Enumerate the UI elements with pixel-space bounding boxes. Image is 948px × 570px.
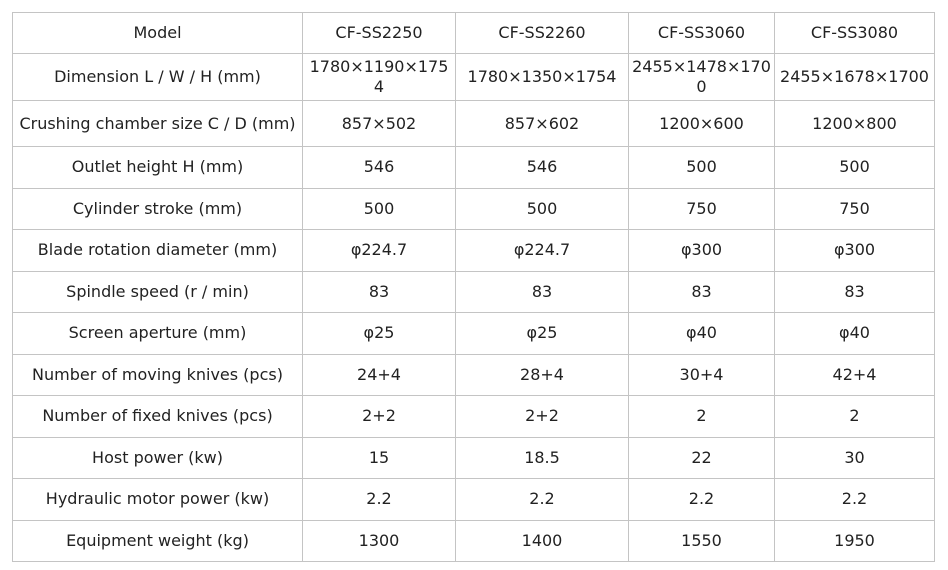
row-label: Number of moving knives (pcs) bbox=[12, 353, 303, 396]
cell: 2+2 bbox=[302, 395, 456, 438]
cell: φ40 bbox=[628, 312, 775, 355]
row-label: Outlet height H (mm) bbox=[12, 146, 303, 189]
cell: 1300 bbox=[302, 519, 456, 562]
cell: φ40 bbox=[774, 312, 935, 355]
row-label: Dimension L / W / H (mm) bbox=[12, 53, 303, 101]
cell: 857×602 bbox=[455, 100, 629, 147]
row-label: Cylinder stroke (mm) bbox=[12, 187, 303, 230]
cell: 546 bbox=[455, 146, 629, 189]
cell: 750 bbox=[774, 187, 935, 230]
table-row: Model CF-SS2250 CF-SS2260 CF-SS3060 CF-SS308… bbox=[12, 12, 935, 54]
cell: 500 bbox=[302, 187, 456, 230]
cell: 83 bbox=[302, 270, 456, 313]
cell: 1780×1350×1754 bbox=[455, 53, 629, 101]
cell: 750 bbox=[628, 187, 775, 230]
table-row: Cylinder stroke (mm) 500 500 750 750 bbox=[12, 187, 935, 230]
cell: 1780×1190×1754 bbox=[302, 53, 456, 101]
cell: 83 bbox=[628, 270, 775, 313]
spec-table: Model CF-SS2250 CF-SS2260 CF-SS3060 CF-SS308… bbox=[12, 12, 935, 562]
cell: 15 bbox=[302, 436, 456, 479]
cell: φ224.7 bbox=[455, 229, 629, 272]
cell: 28+4 bbox=[455, 353, 629, 396]
cell: 1200×600 bbox=[628, 100, 775, 147]
cell: 30+4 bbox=[628, 353, 775, 396]
table-row: Crushing chamber size C / D (mm) 857×502 8… bbox=[12, 100, 935, 147]
table-row: Screen aperture (mm) φ25 φ25 φ40 φ40 bbox=[12, 312, 935, 355]
table-row: Outlet height H (mm) 546 546 500 500 bbox=[12, 146, 935, 189]
cell: 2.2 bbox=[774, 478, 935, 521]
cell: φ300 bbox=[628, 229, 775, 272]
cell: 2+2 bbox=[455, 395, 629, 438]
row-label: Spindle speed (r / min) bbox=[12, 270, 303, 313]
cell: 2 bbox=[774, 395, 935, 438]
cell: 2455×1678×1700 bbox=[774, 53, 935, 101]
row-label: Number of fixed knives (pcs) bbox=[12, 395, 303, 438]
cell: 2.2 bbox=[628, 478, 775, 521]
cell: 2455×1478×1700 bbox=[628, 53, 775, 101]
table-row: Equipment weight (kg) 1300 1400 1550 1950 bbox=[12, 519, 935, 562]
cell: φ300 bbox=[774, 229, 935, 272]
row-label: Blade rotation diameter (mm) bbox=[12, 229, 303, 272]
cell: 2 bbox=[628, 395, 775, 438]
cell: 1200×800 bbox=[774, 100, 935, 147]
cell: 42+4 bbox=[774, 353, 935, 396]
cell: 83 bbox=[455, 270, 629, 313]
cell: CF-SS3060 bbox=[628, 12, 775, 54]
cell: 18.5 bbox=[455, 436, 629, 479]
cell: φ25 bbox=[455, 312, 629, 355]
cell: 83 bbox=[774, 270, 935, 313]
row-label: Model bbox=[12, 12, 303, 54]
cell: 857×502 bbox=[302, 100, 456, 147]
cell: CF-SS2250 bbox=[302, 12, 456, 54]
cell: 1550 bbox=[628, 519, 775, 562]
cell: CF-SS3080 bbox=[774, 12, 935, 54]
cell: 1400 bbox=[455, 519, 629, 562]
cell: 546 bbox=[302, 146, 456, 189]
table-row: Dimension L / W / H (mm) 1780×1190×1754 17… bbox=[12, 53, 935, 101]
table-row: Spindle speed (r / min) 83 83 83 83 bbox=[12, 270, 935, 313]
table-row: Blade rotation diameter (mm) φ224.7 φ224.7… bbox=[12, 229, 935, 272]
cell: φ25 bbox=[302, 312, 456, 355]
table-row: Number of moving knives (pcs) 24+4 28+4 30+… bbox=[12, 353, 935, 396]
cell: CF-SS2260 bbox=[455, 12, 629, 54]
cell: 500 bbox=[774, 146, 935, 189]
row-label: Equipment weight (kg) bbox=[12, 519, 303, 562]
cell: 24+4 bbox=[302, 353, 456, 396]
table-row: Number of fixed knives (pcs) 2+2 2+2 2 2 bbox=[12, 395, 935, 438]
row-label: Hydraulic motor power (kw) bbox=[12, 478, 303, 521]
table-row: Host power (kw) 15 18.5 22 30 bbox=[12, 436, 935, 479]
row-label: Screen aperture (mm) bbox=[12, 312, 303, 355]
cell: 500 bbox=[455, 187, 629, 230]
table-row: Hydraulic motor power (kw) 2.2 2.2 2.2 2.2 bbox=[12, 478, 935, 521]
cell: 500 bbox=[628, 146, 775, 189]
cell: 1950 bbox=[774, 519, 935, 562]
cell: φ224.7 bbox=[302, 229, 456, 272]
row-label: Crushing chamber size C / D (mm) bbox=[12, 100, 303, 147]
cell: 2.2 bbox=[302, 478, 456, 521]
cell: 30 bbox=[774, 436, 935, 479]
cell: 22 bbox=[628, 436, 775, 479]
row-label: Host power (kw) bbox=[12, 436, 303, 479]
cell: 2.2 bbox=[455, 478, 629, 521]
